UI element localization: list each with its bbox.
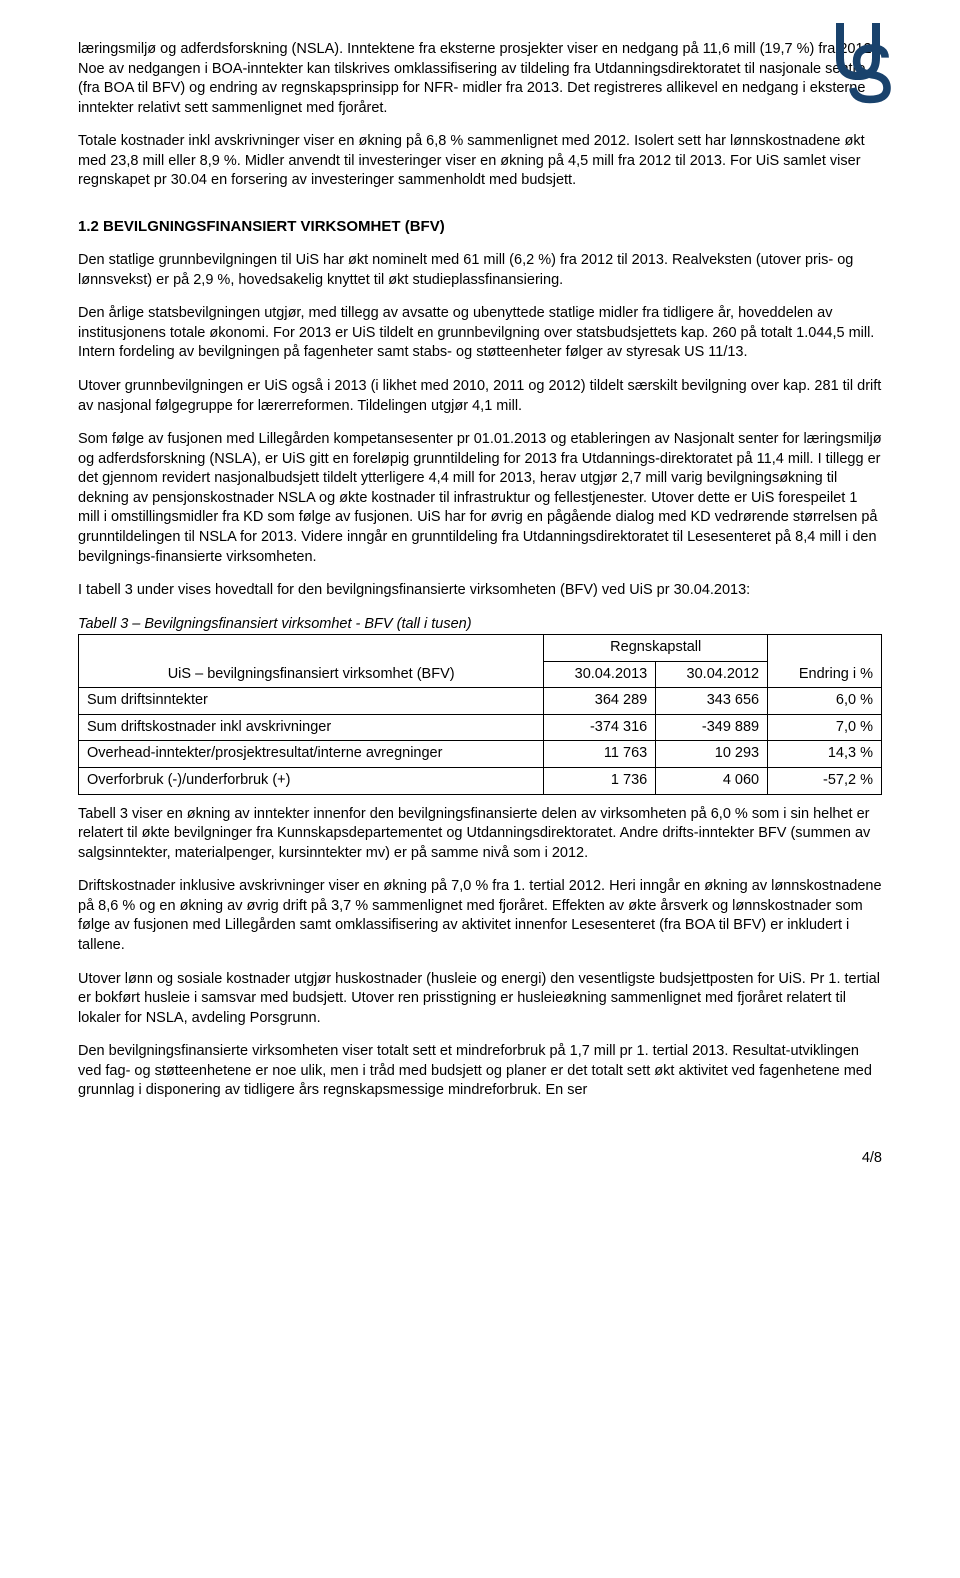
- section-heading: 1.2 BEVILGNINGSFINANSIERT VIRKSOMHET (BF…: [78, 217, 882, 237]
- table-cell: Sum driftsinntekter: [79, 688, 544, 715]
- table-col-header: Endring i %: [768, 661, 882, 688]
- table-cell: -57,2 %: [768, 768, 882, 795]
- table-row-header-title: UiS – bevilgningsfinansiert virksomhet (…: [168, 666, 455, 682]
- table-col-header: 30.04.2013: [544, 661, 656, 688]
- table-cell: 6,0 %: [768, 688, 882, 715]
- table-caption: Tabell 3 – Bevilgningsfinansiert virksom…: [78, 615, 882, 635]
- paragraph: læringsmiljø og adferdsforskning (NSLA).…: [78, 40, 882, 118]
- paragraph: Den bevilgningsfinansierte virksomheten …: [78, 1042, 882, 1101]
- table-col-header: 30.04.2012: [656, 661, 768, 688]
- table-cell: 364 289: [544, 688, 656, 715]
- table-cell: Sum driftskostnader inkl avskrivninger: [79, 714, 544, 741]
- us-logo: [830, 18, 900, 108]
- table-cell: 7,0 %: [768, 714, 882, 741]
- paragraph: Tabell 3 viser en økning av inntekter in…: [78, 805, 882, 864]
- table-cell: 4 060: [656, 768, 768, 795]
- table-cell: 11 763: [544, 741, 656, 768]
- table-group-header: Regnskapstall: [544, 635, 768, 662]
- table-cell: 10 293: [656, 741, 768, 768]
- table-row: Overhead-inntekter/prosjektresultat/inte…: [79, 741, 882, 768]
- table-cell: -349 889: [656, 714, 768, 741]
- table-cell: Overhead-inntekter/prosjektresultat/inte…: [79, 741, 544, 768]
- table-cell: 14,3 %: [768, 741, 882, 768]
- paragraph: Den statlige grunnbevilgningen til UiS h…: [78, 251, 882, 290]
- bfv-table: UiS – bevilgningsfinansiert virksomhet (…: [78, 634, 882, 794]
- paragraph: I tabell 3 under vises hovedtall for den…: [78, 581, 882, 601]
- page-number: 4/8: [78, 1149, 882, 1169]
- paragraph: Utover lønn og sosiale kostnader utgjør …: [78, 970, 882, 1029]
- paragraph: Utover grunnbevilgningen er UiS også i 2…: [78, 377, 882, 416]
- table-row: Sum driftsinntekter 364 289 343 656 6,0 …: [79, 688, 882, 715]
- table-row: Overforbruk (-)/underforbruk (+) 1 736 4…: [79, 768, 882, 795]
- table-cell: 1 736: [544, 768, 656, 795]
- table-cell: Overforbruk (-)/underforbruk (+): [79, 768, 544, 795]
- paragraph: Driftskostnader inklusive avskrivninger …: [78, 877, 882, 955]
- paragraph: Som følge av fusjonen med Lillegården ko…: [78, 430, 882, 567]
- table-row: Sum driftskostnader inkl avskrivninger -…: [79, 714, 882, 741]
- paragraph: Den årlige statsbevilgningen utgjør, med…: [78, 304, 882, 363]
- paragraph: Totale kostnader inkl avskrivninger vise…: [78, 132, 882, 191]
- table-cell: -374 316: [544, 714, 656, 741]
- table-cell: 343 656: [656, 688, 768, 715]
